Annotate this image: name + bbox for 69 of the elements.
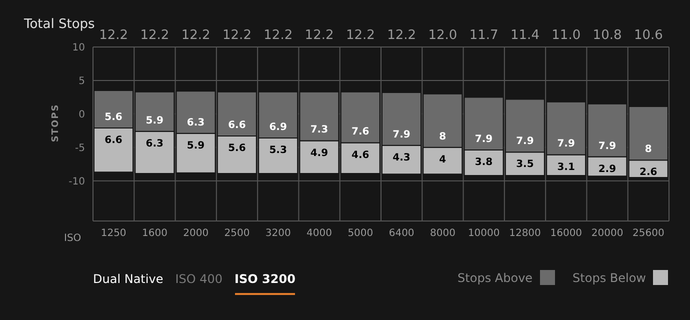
y-tick-label: 5	[78, 76, 85, 88]
x-tick-label: 25600	[632, 228, 664, 240]
x-tick-label: 16000	[550, 228, 582, 240]
x-tick-label: 2000	[183, 228, 209, 240]
x-tick-label: 12800	[509, 228, 541, 240]
data-label: 5.3	[269, 145, 287, 156]
data-label: 7.6	[352, 126, 370, 138]
y-tick-label: -5	[75, 142, 85, 154]
y-tick-label: 10	[72, 42, 85, 54]
data-label: 3.5	[516, 159, 534, 170]
data-label: 7.9	[516, 136, 534, 148]
text: 10.6	[634, 28, 663, 43]
text: 12.2	[346, 28, 375, 43]
text: 10.8	[592, 28, 622, 43]
text: 12.2	[222, 28, 252, 43]
data-label: 4.6	[352, 150, 370, 161]
y-tick-label: -10	[68, 176, 85, 188]
x-tick-label: 10000	[468, 228, 500, 240]
x-tick-label: 5000	[348, 228, 374, 240]
y-tick-label: 0	[78, 109, 85, 120]
text: 12.0	[428, 28, 458, 43]
text: ISO 3200	[234, 272, 296, 286]
data-label: 7.9	[598, 140, 616, 152]
x-tick-label: 6400	[388, 228, 414, 240]
x-tick-label: 2500	[224, 228, 250, 240]
data-label: 7.9	[392, 129, 410, 140]
x-tick-label: 4000	[306, 228, 332, 240]
legend-label: Stops Below	[572, 270, 647, 285]
data-label: 4.9	[310, 148, 328, 159]
data-label: 5.9	[186, 140, 205, 152]
data-label: 5.6	[104, 112, 122, 123]
text: ISO 400	[175, 272, 223, 286]
x-tick-label: 1600	[142, 228, 168, 240]
data-label: 8	[644, 144, 652, 156]
data-label: 2.6	[640, 167, 658, 178]
data-label: 7.3	[310, 124, 328, 136]
text: 12.2	[99, 28, 128, 43]
text: 12.2	[140, 28, 170, 43]
data-label: 7.9	[557, 138, 575, 150]
data-label: 7.9	[474, 134, 493, 146]
x-tick-label: 8000	[430, 228, 456, 240]
text: 12.2	[304, 28, 334, 43]
data-label: 4	[439, 154, 446, 166]
data-label: 3.8	[474, 157, 493, 168]
data-label: 5.6	[228, 143, 246, 154]
data-label: 4.3	[392, 152, 410, 164]
legend-label: Stops Above	[458, 270, 534, 285]
text: 12.2	[387, 28, 416, 43]
text: Total Stops	[24, 17, 95, 32]
x-tick-label: 1250	[100, 228, 126, 240]
x-tick-label: 20000	[591, 228, 624, 240]
y-axis-title: STOPS	[51, 104, 62, 142]
x-axis-title: ISO	[64, 233, 82, 244]
text: 11.7	[469, 28, 498, 43]
data-label: 2.9	[598, 164, 616, 175]
data-label: 6.3	[186, 117, 205, 128]
text: 11.4	[510, 28, 540, 43]
data-label: 3.1	[557, 162, 575, 173]
text: Dual Native	[93, 272, 164, 286]
data-label: 6.6	[228, 120, 246, 132]
data-label: 6.3	[146, 138, 164, 150]
text: 12.2	[181, 28, 210, 43]
text: 11.0	[552, 28, 581, 43]
data-label: 6.9	[269, 122, 287, 134]
data-label: 5.9	[146, 115, 164, 126]
text: 12.2	[264, 28, 293, 43]
data-label: 8	[439, 131, 446, 142]
data-label: 6.6	[104, 135, 122, 146]
x-tick-label: 3200	[265, 228, 291, 240]
